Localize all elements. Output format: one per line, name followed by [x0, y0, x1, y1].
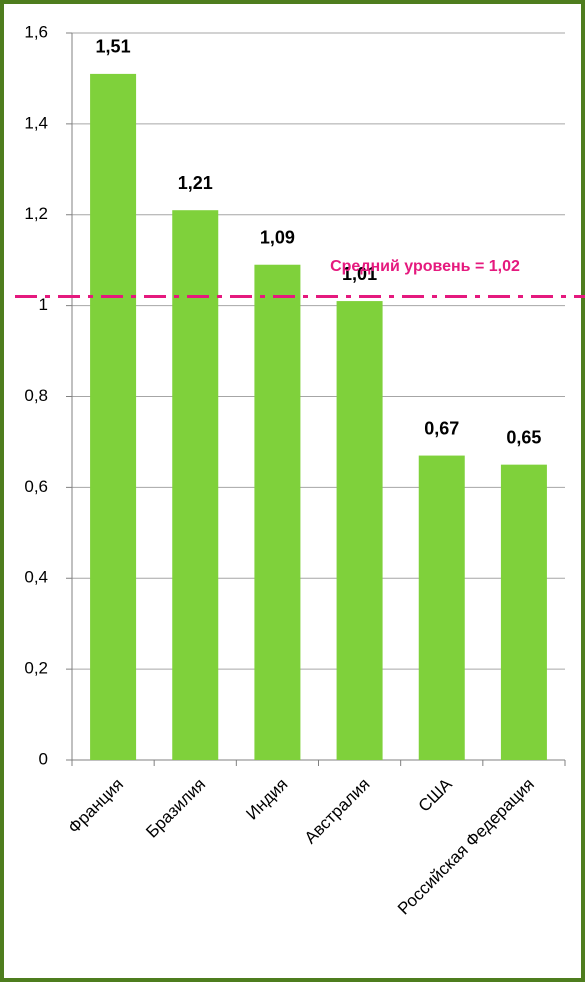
- bar: [254, 264, 301, 760]
- y-tick-label: 0: [39, 749, 48, 768]
- y-tick-label: 0,2: [24, 659, 48, 678]
- bar: [172, 210, 219, 761]
- reference-label: Средний уровень = 1,02: [330, 258, 520, 275]
- y-tick-label: 1,4: [24, 113, 48, 132]
- y-tick-label: 1,6: [24, 22, 48, 41]
- bar: [336, 301, 383, 760]
- value-label: 1,01: [342, 264, 377, 284]
- value-label: 1,21: [178, 173, 213, 193]
- bar: [90, 73, 137, 761]
- y-tick-label: 1: [39, 295, 48, 314]
- y-tick-label: 0,8: [24, 386, 48, 405]
- y-tick-label: 0,6: [24, 477, 48, 496]
- bar: [418, 455, 465, 760]
- y-tick-label: 1,2: [24, 204, 48, 223]
- value-label: 1,51: [96, 37, 131, 57]
- value-label: 0,65: [506, 427, 541, 447]
- y-tick-label: 0,4: [24, 568, 48, 587]
- bar: [500, 464, 547, 760]
- value-label: 0,67: [424, 418, 459, 438]
- value-label: 1,09: [260, 227, 295, 247]
